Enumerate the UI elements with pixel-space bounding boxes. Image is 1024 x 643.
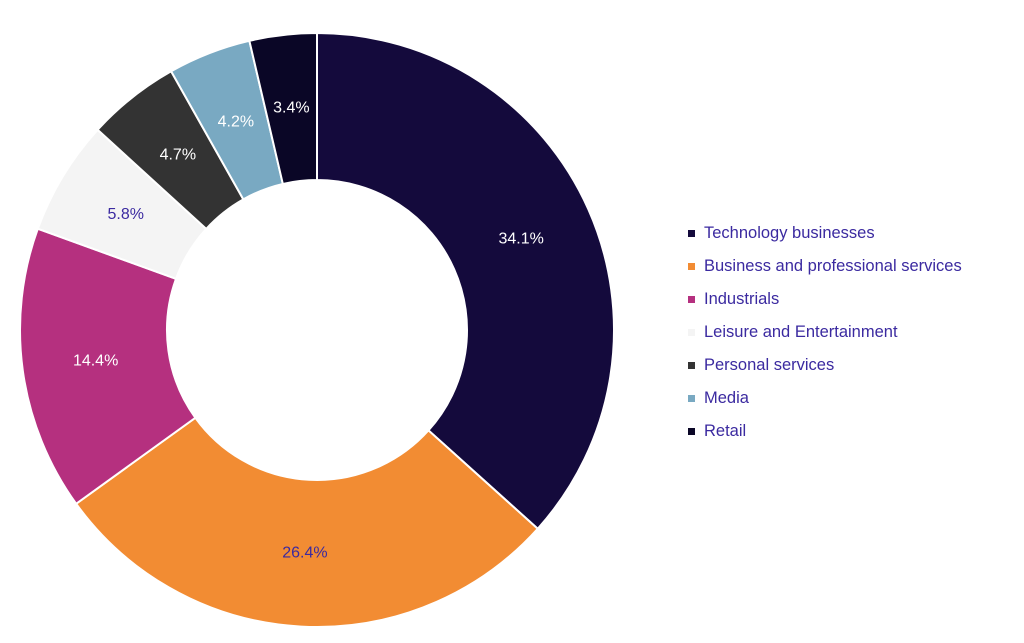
slice-industrials [19,227,197,506]
legend-label-retail: Retail [704,422,747,440]
legend-label-business-and-professional-services: Business and professional services [704,257,962,275]
slice-business-and-professional-services [74,416,540,628]
data-label-leisure-and-entertainment: 5.8% [108,206,144,223]
data-label-technology-businesses: 34.1% [498,231,543,248]
legend-swatch-technology-businesses [688,230,695,237]
legend-swatch-personal-services [688,362,695,369]
legend-label-media: Media [704,389,749,407]
slice-retail [248,31,318,186]
slice-technology-businesses [316,31,615,531]
data-label-media: 4.2% [218,113,254,130]
legend-item-business-and-professional-services: Business and professional services [688,250,962,283]
legend-label-technology-businesses: Technology businesses [704,224,875,242]
legend-swatch-media [688,395,695,402]
legend-swatch-business-and-professional-services [688,263,695,270]
legend-item-technology-businesses: Technology businesses [688,217,962,250]
donut-data-labels: 34.1% 26.4% 14.4% 5.8% 4.7% 4.2% 3.4% [73,99,544,561]
data-label-personal-services: 4.7% [160,147,196,164]
legend-swatch-retail [688,428,695,435]
legend-item-retail: Retail [688,415,962,448]
chart-legend: Technology businesses Business and profes… [688,217,962,448]
data-label-retail: 3.4% [273,99,309,116]
legend-label-personal-services: Personal services [704,356,835,374]
legend-item-media: Media [688,382,962,415]
legend-label-industrials: Industrials [704,290,780,308]
data-label-industrials: 14.4% [73,352,118,369]
legend-swatch-leisure-and-entertainment [688,329,695,336]
data-label-business-and-professional-services: 26.4% [282,545,327,562]
legend-label-leisure-and-entertainment: Leisure and Entertainment [704,323,898,341]
legend-item-leisure-and-entertainment: Leisure and Entertainment [688,316,962,349]
legend-item-industrials: Industrials [688,283,962,316]
legend-item-personal-services: Personal services [688,349,962,382]
legend-swatch-industrials [688,296,695,303]
donut-slices [19,31,615,628]
